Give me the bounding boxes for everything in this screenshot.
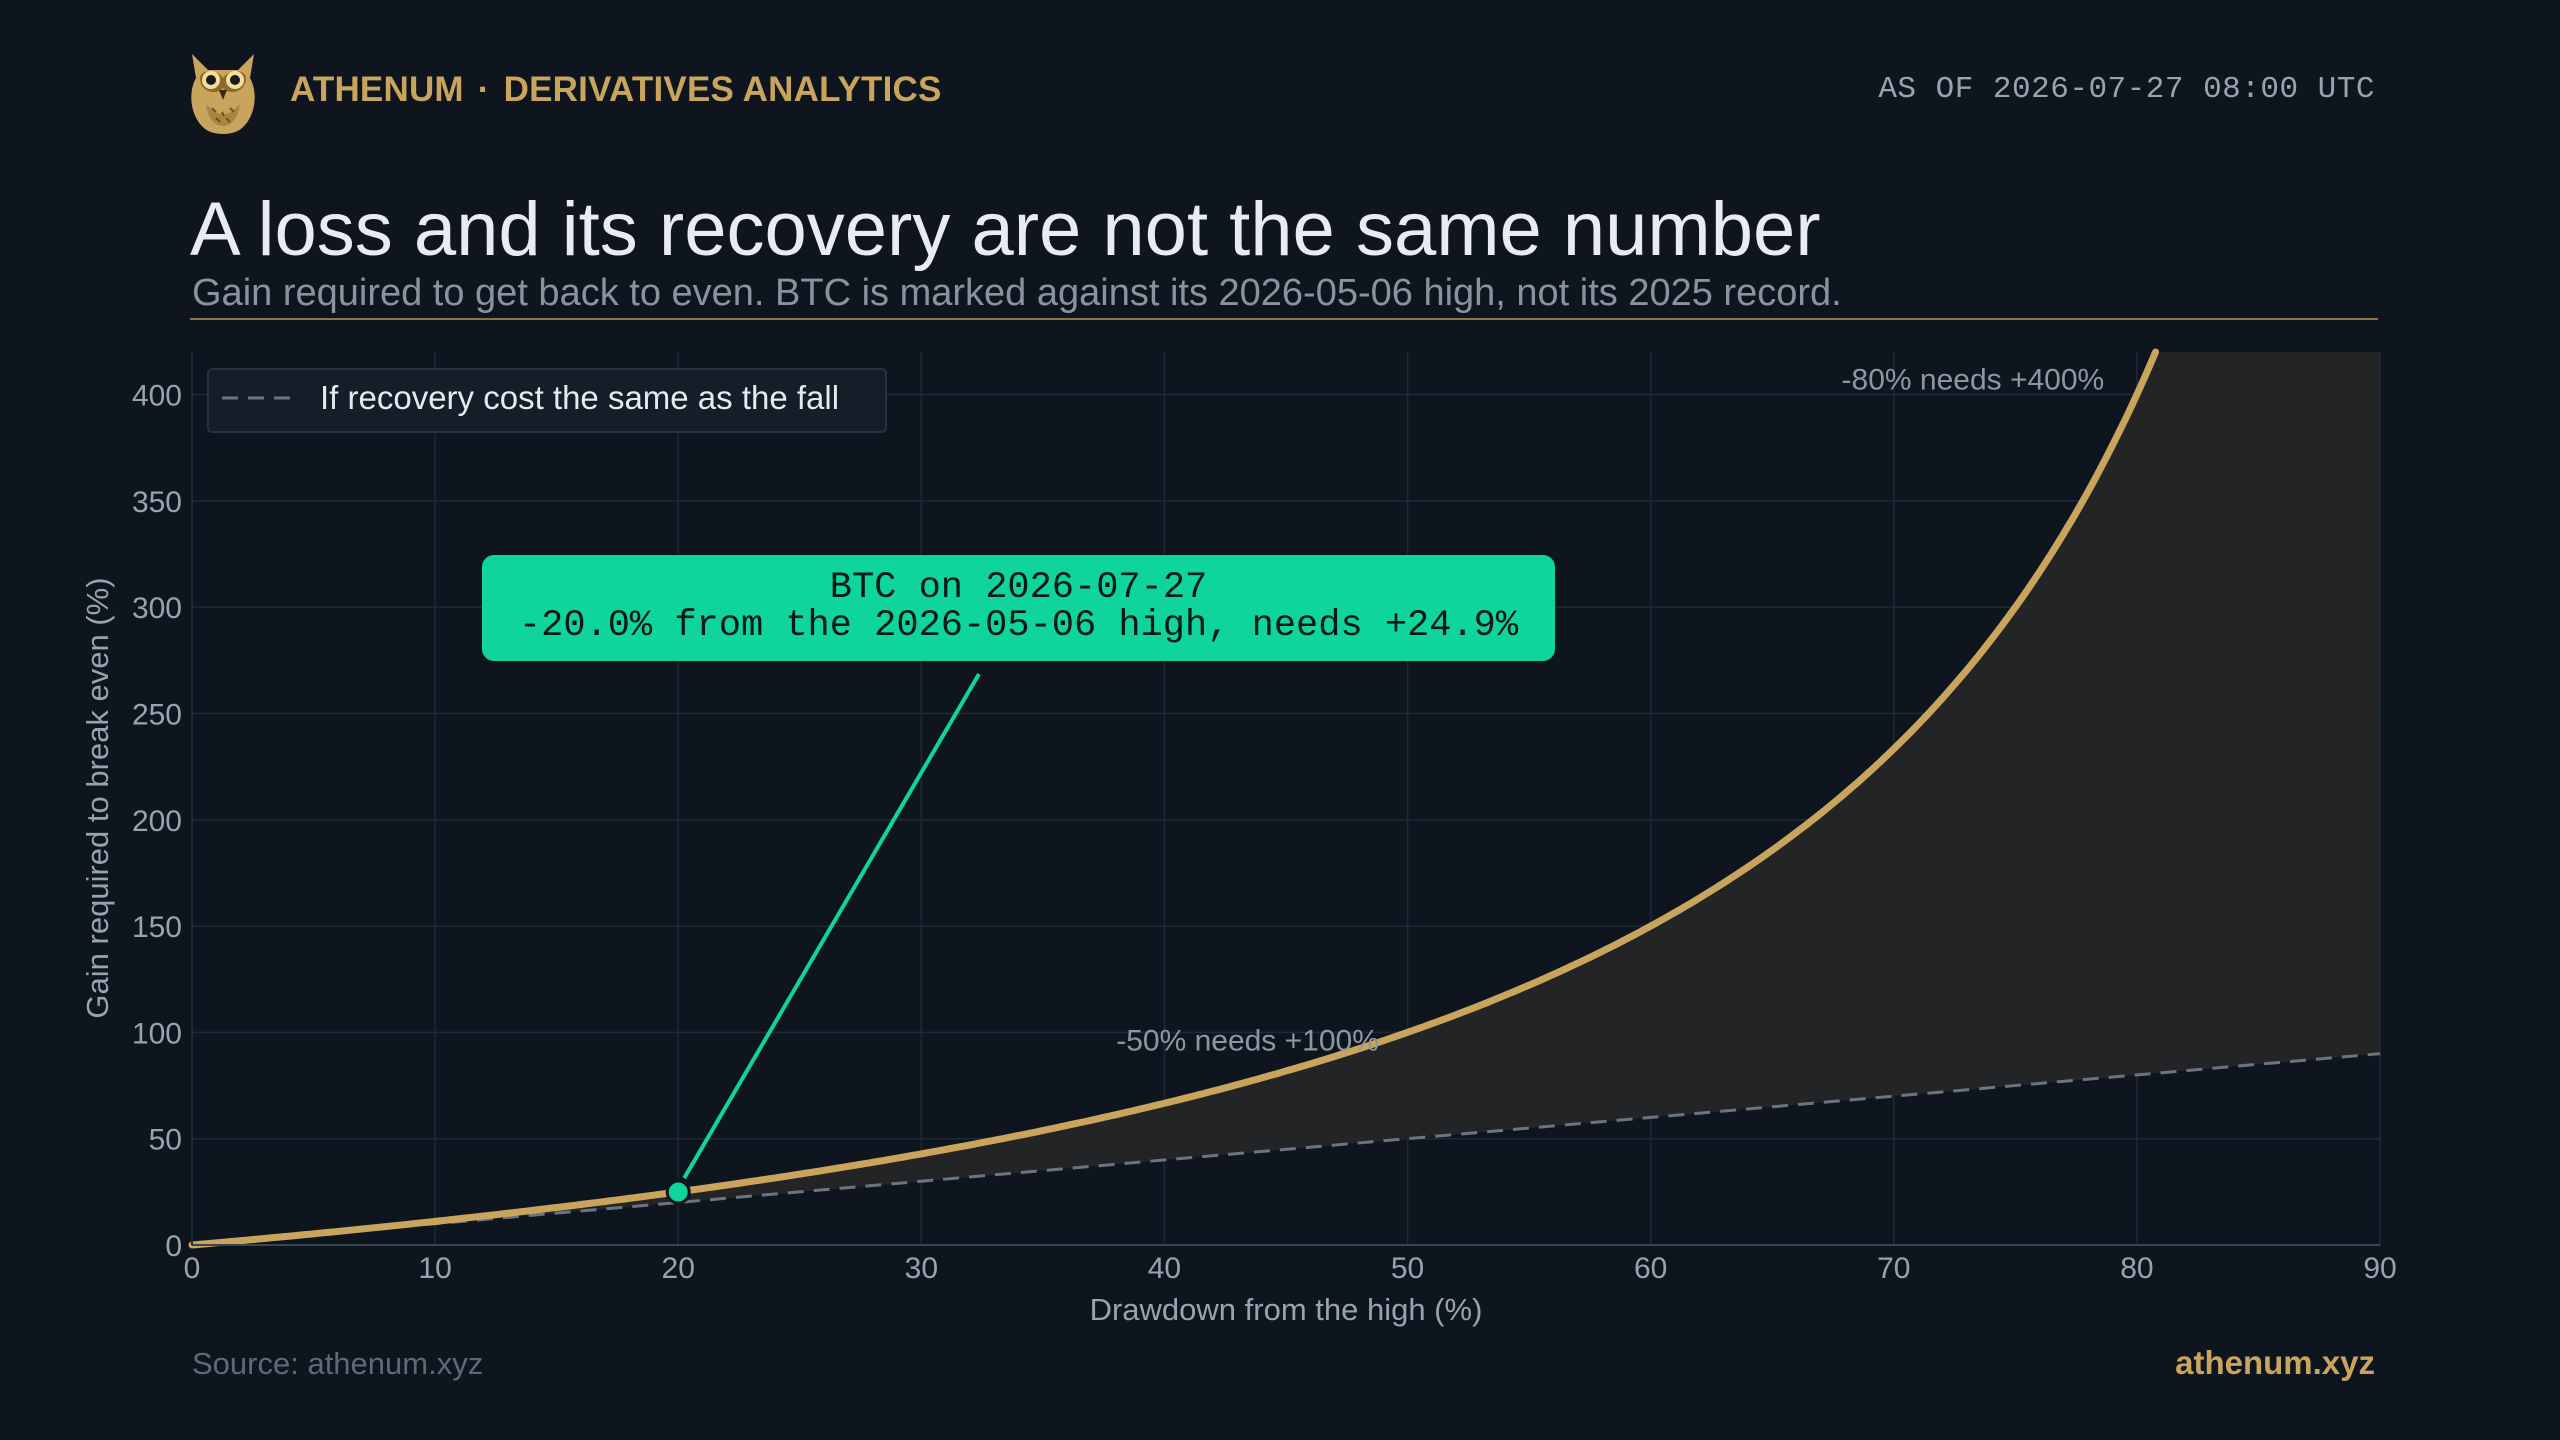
y-tick-label: 50 <box>149 1124 182 1157</box>
btc-marker <box>665 1179 691 1205</box>
annotation-80: -80% needs +400% <box>1842 364 2105 397</box>
header: ATHENUM · DERIVATIVES ANALYTICS AS OF 2026… <box>0 0 2560 180</box>
y-tick-label: 100 <box>132 1017 182 1050</box>
x-tick-label: 90 <box>2363 1252 2396 1285</box>
source-note: Source: athenum.xyz <box>192 1346 484 1381</box>
brand-separator: · <box>477 70 490 109</box>
axes <box>191 352 2380 1246</box>
page-subtitle: Gain required to get back to even. BTC i… <box>192 272 1842 314</box>
btc-callout-box <box>482 555 1555 661</box>
x-tick-label: 70 <box>1877 1252 1910 1285</box>
legend-label: If recovery cost the same as the fall <box>320 379 839 416</box>
x-tick-label: 80 <box>2120 1252 2153 1285</box>
as-of-timestamp: AS OF 2026-07-27 08:00 UTC <box>1878 72 2375 107</box>
y-tick-label: 0 <box>165 1230 182 1263</box>
y-tick-label: 350 <box>132 486 182 519</box>
btc-highlight: BTC on 2026-07-27-20.0% from the 2026-05… <box>482 555 1555 1205</box>
annotation-50: -50% needs +100% <box>1116 1024 1379 1057</box>
y-tick-label: 250 <box>132 698 182 731</box>
x-tick-label: 40 <box>1148 1252 1181 1285</box>
btc-callout-title: BTC on 2026-07-27 <box>830 567 1207 609</box>
btc-callout-connector <box>682 672 981 1180</box>
y-tick-label: 150 <box>132 911 182 944</box>
breakeven-curve-line <box>188 348 2160 1249</box>
x-tick-label: 30 <box>905 1252 938 1285</box>
btc-callout-detail: -20.0% from the 2026-05-06 high, needs +… <box>519 605 1519 647</box>
gap-shade-area <box>192 352 2380 1245</box>
annotations: -50% needs +100% -80% needs +400% <box>1116 364 2104 1058</box>
title-divider <box>190 318 2378 320</box>
y-tick-label: 200 <box>132 805 182 838</box>
x-tick-label: 50 <box>1391 1252 1424 1285</box>
page-title: A loss and its recovery are not the same… <box>190 187 1821 272</box>
reference-series <box>191 1052 2381 1247</box>
breakeven-curve-series <box>188 348 2160 1249</box>
owl-logo-icon <box>191 54 255 134</box>
y-axis-label: Gain required to break even (%) <box>80 577 115 1018</box>
tick-labels: 0 10 20 30 40 50 60 70 80 90 0 50 100 150 200 250 300 350… <box>132 380 2397 1285</box>
brand-section: DERIVATIVES ANALYTICS <box>503 70 942 109</box>
x-axis-label: Drawdown from the high (%) <box>1090 1292 1483 1327</box>
x-tick-label: 0 <box>184 1252 201 1285</box>
brand-name: ATHENUM <box>290 70 464 109</box>
reference-line <box>191 1052 2381 1247</box>
legend-box <box>207 368 887 433</box>
brand-label: ATHENUM · DERIVATIVES ANALYTICS <box>290 70 942 110</box>
site-link[interactable]: athenum.xyz <box>2175 1344 2375 1381</box>
x-tick-label: 10 <box>418 1252 451 1285</box>
y-tick-label: 400 <box>132 380 182 413</box>
legend: If recovery cost the same as the fall <box>207 368 887 433</box>
gap-shading <box>192 352 2380 1245</box>
x-tick-label: 20 <box>662 1252 695 1285</box>
x-tick-label: 60 <box>1634 1252 1667 1285</box>
y-tick-label: 300 <box>132 592 182 625</box>
